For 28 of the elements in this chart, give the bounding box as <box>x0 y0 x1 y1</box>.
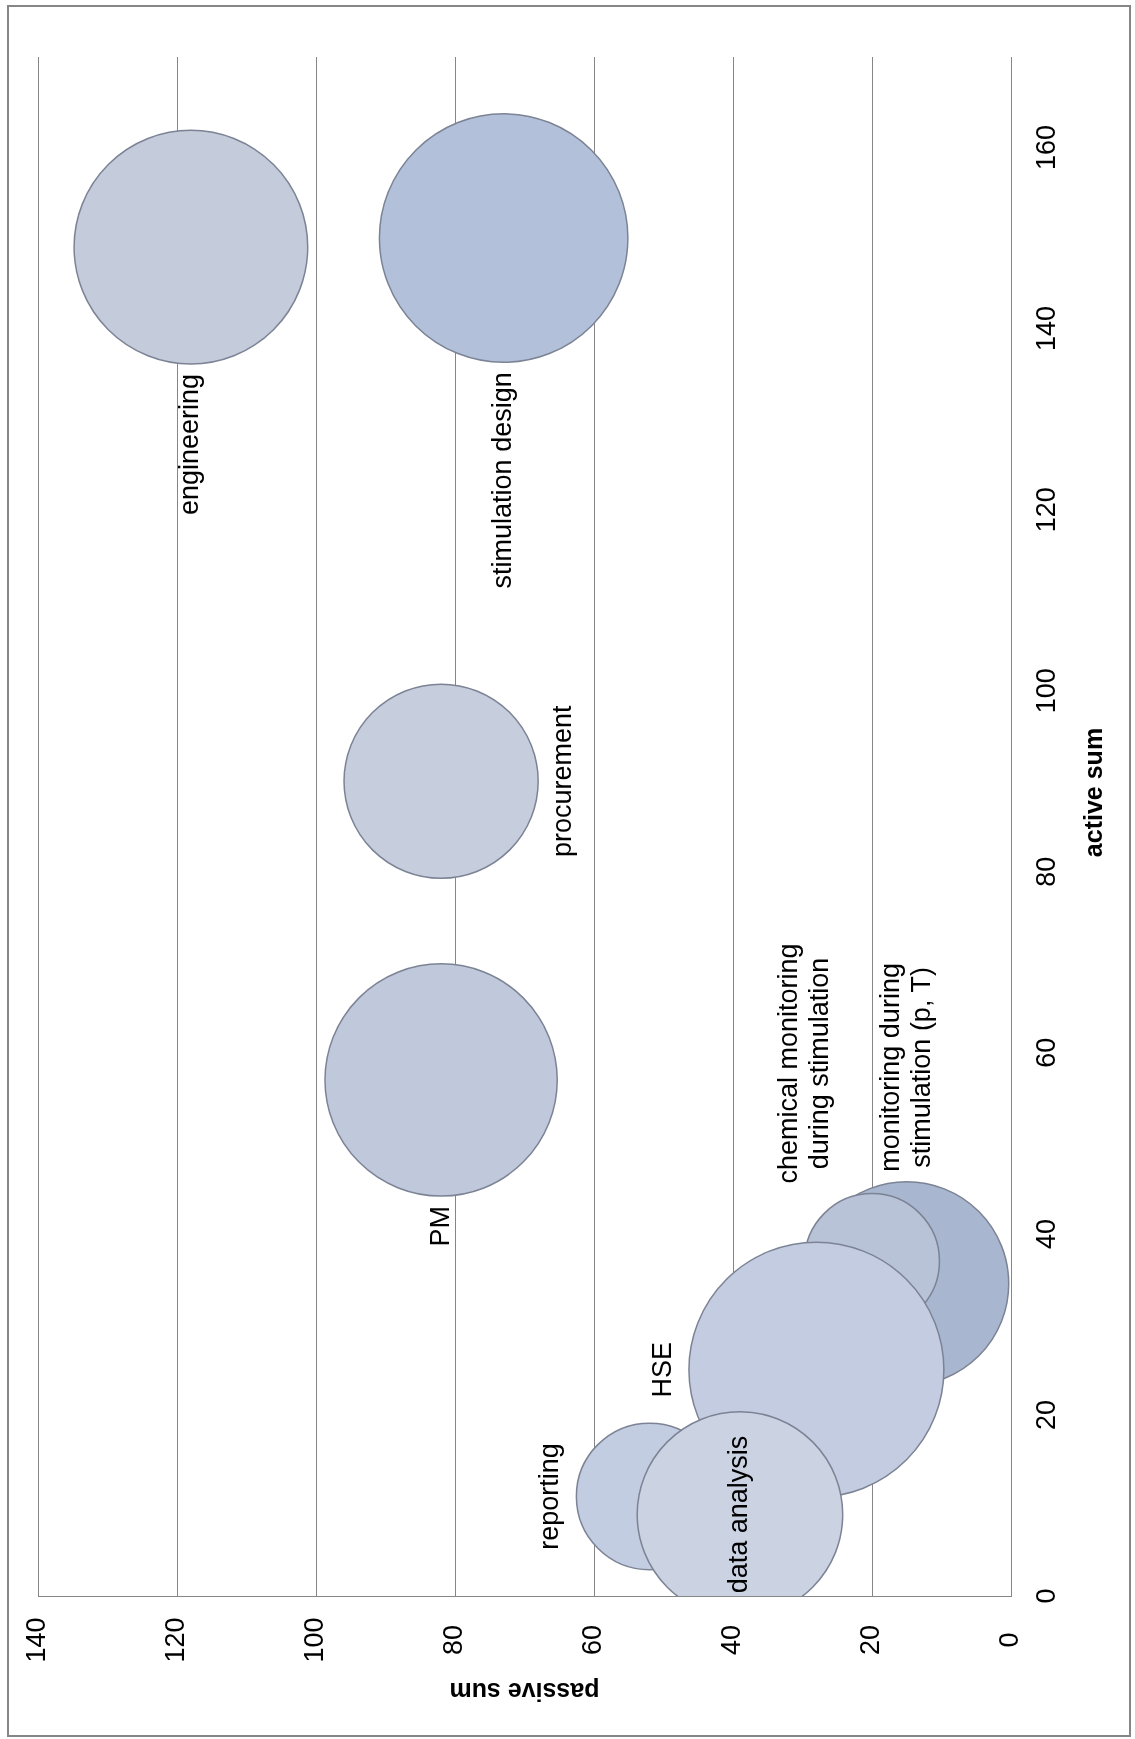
y-tick-label: 160 <box>1031 125 1062 171</box>
y-tick-label: 80 <box>1031 856 1062 887</box>
x-tick-label: 140 <box>21 1617 52 1663</box>
y-tick-label: 20 <box>1031 1399 1062 1430</box>
y-tick-label: 60 <box>1031 1037 1062 1068</box>
y-axis-title: active sum <box>1078 727 1107 858</box>
text: PM <box>424 1206 455 1247</box>
text: chemical monitoring during stimulation <box>772 943 834 1184</box>
y-tick-label: 140 <box>1031 306 1062 352</box>
text: reporting <box>534 1443 565 1550</box>
x-tick-label: 20 <box>855 1624 886 1656</box>
text: engineering <box>174 373 205 516</box>
x-tick-label: 40 <box>716 1624 747 1656</box>
text: procurement <box>547 704 578 858</box>
text: stimulation design <box>487 372 518 589</box>
x-tick-label: 100 <box>299 1617 330 1663</box>
x-tick-label: 80 <box>438 1624 469 1656</box>
y-tick-label: 40 <box>1031 1218 1062 1249</box>
series-label: data analysis <box>723 1435 754 1594</box>
y-tick-label: 0 <box>1031 1588 1062 1604</box>
x-tick-label: 60 <box>577 1624 608 1656</box>
x-tick-label: 120 <box>160 1617 191 1663</box>
x-tick-label: 0 <box>994 1632 1025 1648</box>
x-axis-title: passive sum <box>449 1678 600 1707</box>
y-tick-label: 120 <box>1031 487 1062 533</box>
text: monitoring during stimulation (p, T) <box>874 963 936 1172</box>
text: HSE <box>646 1341 677 1398</box>
y-tick-label: 100 <box>1031 668 1062 714</box>
